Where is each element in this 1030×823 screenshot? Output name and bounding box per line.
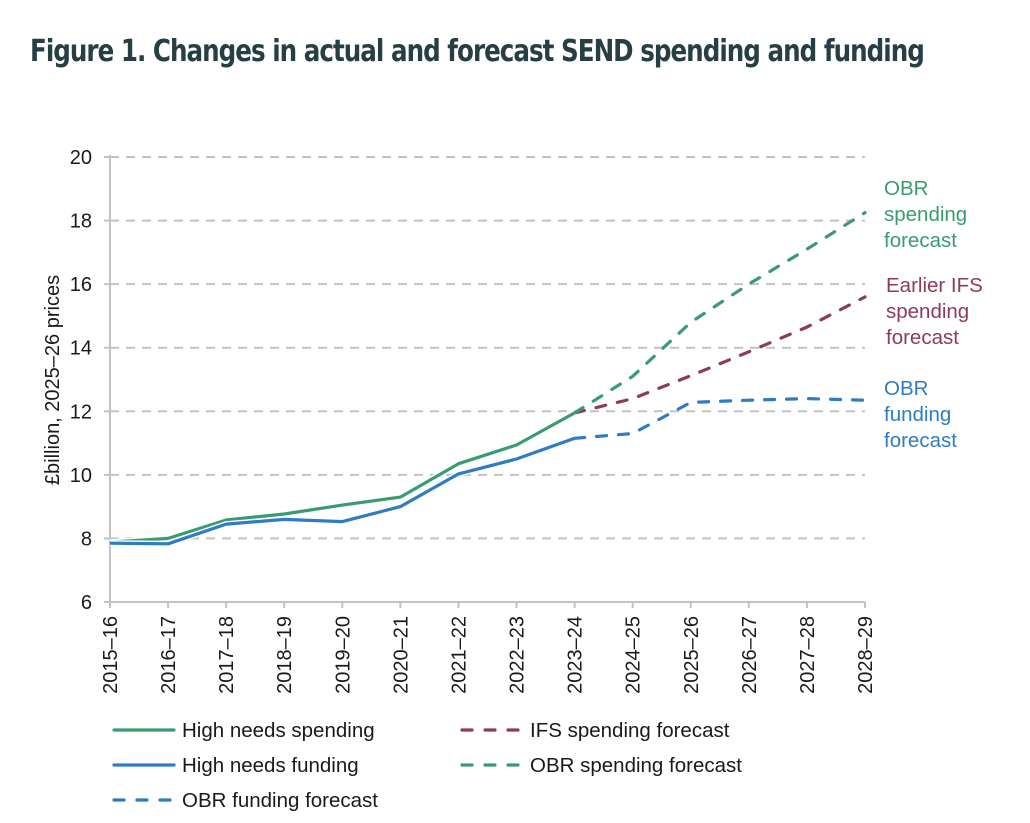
annotations: OBR spending forecast Earlier IFS spending fo… — [884, 177, 983, 452]
x-tick-label: 2017–18 — [216, 616, 238, 694]
chart-title: Figure 1. Changes in actual and forecast… — [30, 34, 925, 69]
series-lines — [109, 211, 867, 547]
x-tick-label: 2026–27 — [739, 616, 761, 694]
series-line-high-needs-funding — [109, 436, 576, 546]
legend-label: High needs funding — [182, 754, 359, 777]
x-tick-label: 2020–21 — [390, 616, 412, 694]
x-tick-label: 2021–22 — [448, 616, 470, 694]
legend-label: IFS spending forecast — [530, 719, 730, 742]
y-tick-label: 14 — [70, 338, 92, 360]
x-tick-label: 2022–23 — [507, 616, 529, 694]
y-tick-labels: 6 8 10 12 14 16 18 20 — [70, 147, 92, 614]
y-tick-label: 6 — [81, 592, 92, 614]
legend: High needs spending IFS spending forecast… — [112, 719, 742, 812]
annotation-line: forecast — [884, 429, 957, 452]
x-tick-label: 2024–25 — [623, 616, 645, 694]
legend-entry: IFS spending forecast — [460, 719, 730, 742]
x-tick-label: 2019–20 — [332, 616, 354, 694]
annotation-label: OBR funding forecast — [884, 377, 957, 452]
annotation-line: forecast — [884, 229, 957, 252]
x-tick-label: 2028–29 — [855, 616, 877, 694]
x-tick-label: 2018–19 — [274, 616, 296, 694]
y-tick-label: 12 — [70, 401, 92, 423]
series-line-obr-funding-forecast — [572, 397, 867, 440]
annotation-line: OBR — [884, 177, 928, 200]
annotation-line: spending — [886, 300, 969, 323]
annotation-label: OBR spending forecast — [884, 177, 967, 252]
x-tick-labels: 2015–16 2016–17 2017–18 2018–19 2019–20 2020–… — [100, 616, 877, 694]
legend-label: OBR spending forecast — [530, 754, 742, 777]
series-line-high-needs-spending — [109, 411, 576, 544]
x-tick-label: 2027–28 — [797, 616, 819, 694]
y-tick-label: 8 — [81, 528, 92, 550]
legend-entry: OBR funding forecast — [112, 789, 378, 812]
annotation-line: OBR — [884, 377, 928, 400]
y-axis-title: £billion, 2025–26 prices — [42, 275, 64, 485]
y-tick-label: 16 — [70, 274, 92, 296]
x-tick-label: 2025–26 — [681, 616, 703, 694]
y-tick-label: 18 — [70, 211, 92, 233]
axes — [104, 155, 866, 608]
x-tick-label: 2015–16 — [100, 616, 122, 694]
series-line-ifs-spending-forecast — [572, 295, 867, 415]
annotation-label: Earlier IFS spending forecast — [886, 274, 983, 349]
series-halo — [109, 435, 576, 547]
annotation-line: spending — [884, 203, 967, 226]
annotation-line: forecast — [886, 326, 959, 349]
series-line-obr-spending-forecast — [572, 211, 867, 415]
annotation-line: funding — [884, 403, 951, 426]
y-tick-label: 10 — [70, 465, 92, 487]
legend-label: OBR funding forecast — [182, 789, 378, 812]
legend-entry: OBR spending forecast — [460, 754, 742, 777]
y-tick-label: 20 — [70, 147, 92, 169]
x-tick-label: 2023–24 — [565, 616, 587, 694]
gridlines — [110, 156, 865, 540]
x-tick-label: 2016–17 — [158, 616, 180, 694]
legend-entry: High needs spending — [112, 719, 375, 742]
legend-label: High needs spending — [182, 719, 375, 742]
annotation-line: Earlier IFS — [886, 274, 983, 297]
legend-entry: High needs funding — [112, 754, 359, 777]
